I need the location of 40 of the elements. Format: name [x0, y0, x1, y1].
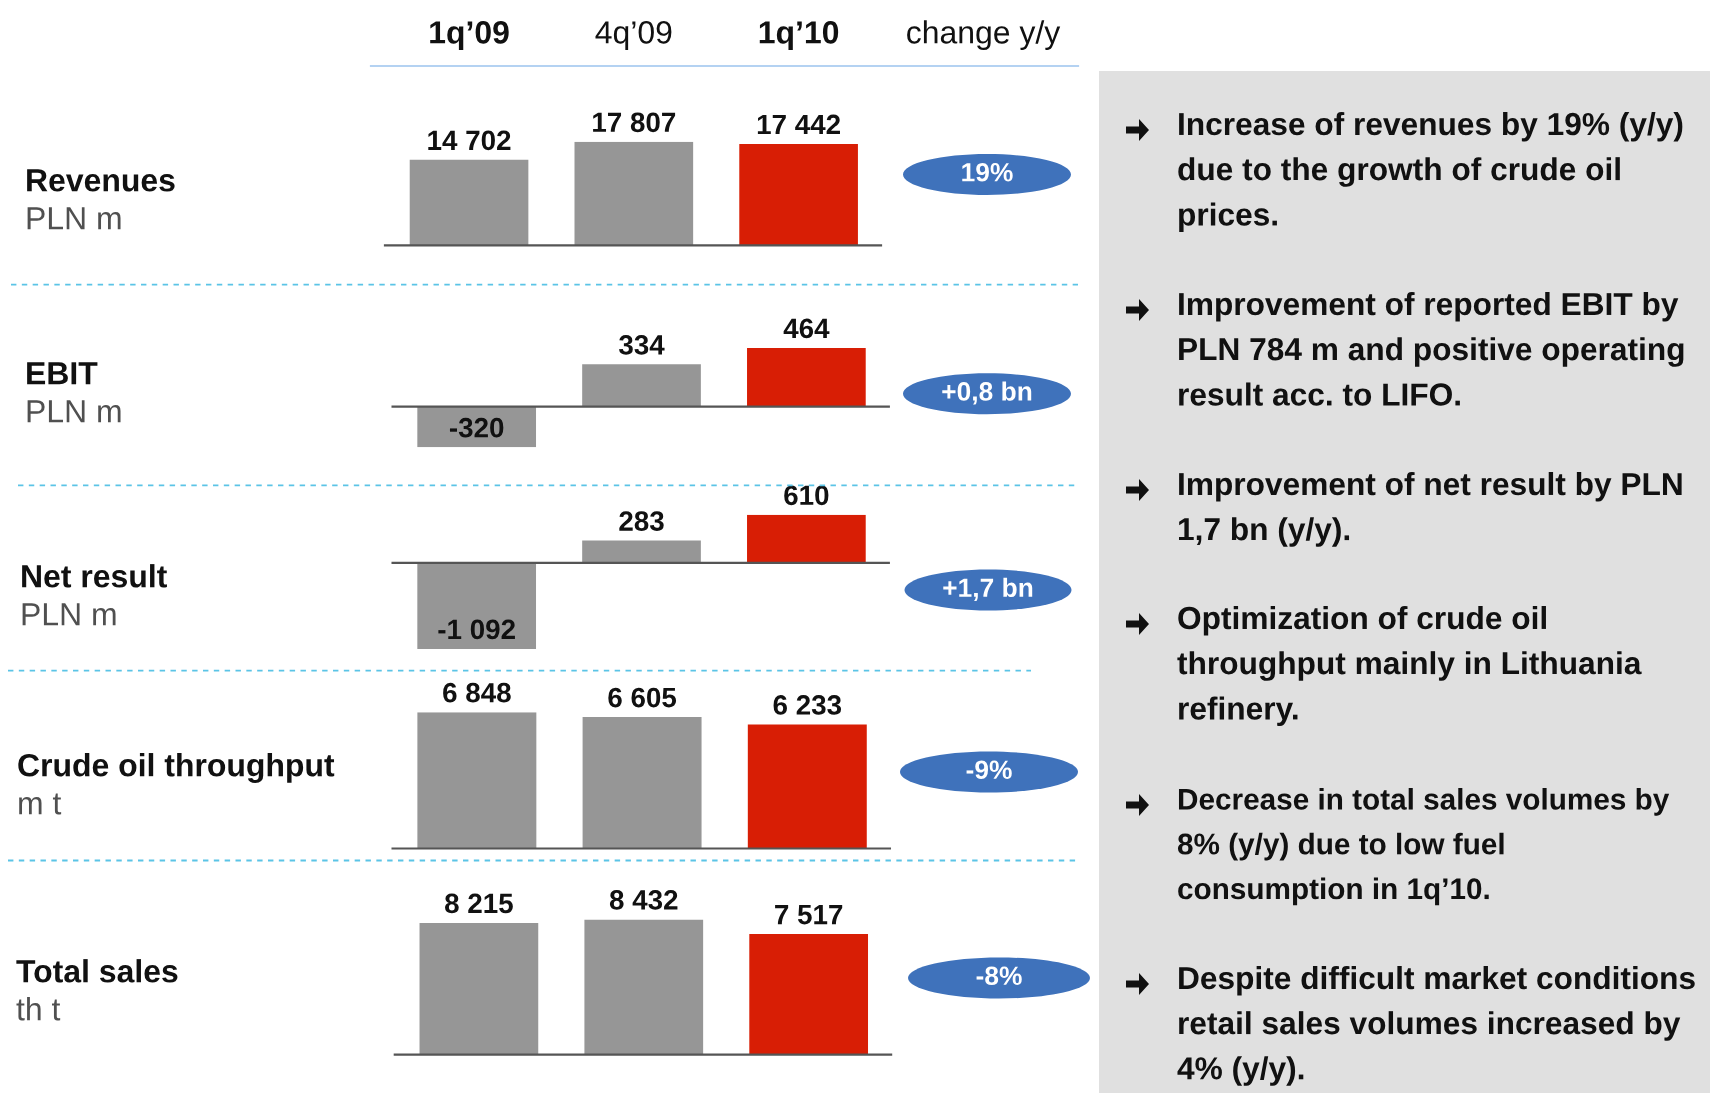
text: +1,7 bn	[943, 577, 1033, 601]
text: Decrease in total sales volumes by 8% (y/y) due to low fuel consumption in 1q’10.	[1177, 788, 1670, 906]
text: +0,8 bn	[942, 381, 1032, 405]
text: Increase of revenues by 19% (y/y) due to the growth of crude oil prices.	[1178, 112, 1683, 232]
x-tick-label: 1q’09	[430, 21, 509, 50]
x-tick-label: 4q’09	[595, 21, 672, 50]
y-axis-title: EBIT	[27, 362, 98, 385]
text: -9%	[966, 760, 1012, 780]
text: change y/y	[907, 20, 1061, 50]
data-label: 6 848	[443, 682, 511, 703]
text: Despite difficult market conditions retail sales volumes increased by 4% (y/y).	[1177, 966, 1695, 1086]
text: Improvement of net result by PLN 1,7 bn (y/y).	[1178, 472, 1682, 547]
data-label: 283	[619, 511, 664, 531]
text: PLN m	[27, 400, 121, 423]
text: m t	[19, 793, 62, 815]
y-axis-title: Crude oil throughput	[18, 753, 335, 783]
data-label: 6 233	[773, 695, 842, 715]
data-label: 8 432	[609, 890, 678, 910]
text: 19%	[962, 162, 1013, 182]
y-axis-title: Total sales	[16, 959, 178, 983]
text: PLN m	[22, 603, 116, 626]
data-label: 8 215	[445, 893, 513, 914]
data-label: 17 442	[757, 114, 840, 134]
text: -8%	[976, 966, 1022, 986]
data-label: -320	[449, 417, 504, 438]
data-label: 610	[784, 485, 829, 506]
data-label: 14 702	[428, 130, 511, 151]
text: Optimization of crude oil throughput mainly in Lithuania refinery.	[1177, 606, 1642, 726]
y-axis-title: Revenues	[27, 169, 175, 192]
x-tick-label: 1q’10	[759, 21, 839, 50]
data-label: 334	[618, 335, 665, 355]
data-label: 17 807	[593, 112, 676, 133]
y-axis-title: Net result	[22, 564, 167, 588]
data-label: 464	[783, 318, 830, 339]
data-label: -1 092	[438, 619, 515, 640]
data-label: 6 605	[608, 687, 677, 708]
text: PLN m	[27, 207, 121, 230]
text: th t	[16, 997, 61, 1021]
data-label: 7 517	[775, 905, 843, 925]
text: Improvement of reported EBIT by PLN 784 m and positive operating result acc. to LIFO.	[1179, 292, 1684, 406]
